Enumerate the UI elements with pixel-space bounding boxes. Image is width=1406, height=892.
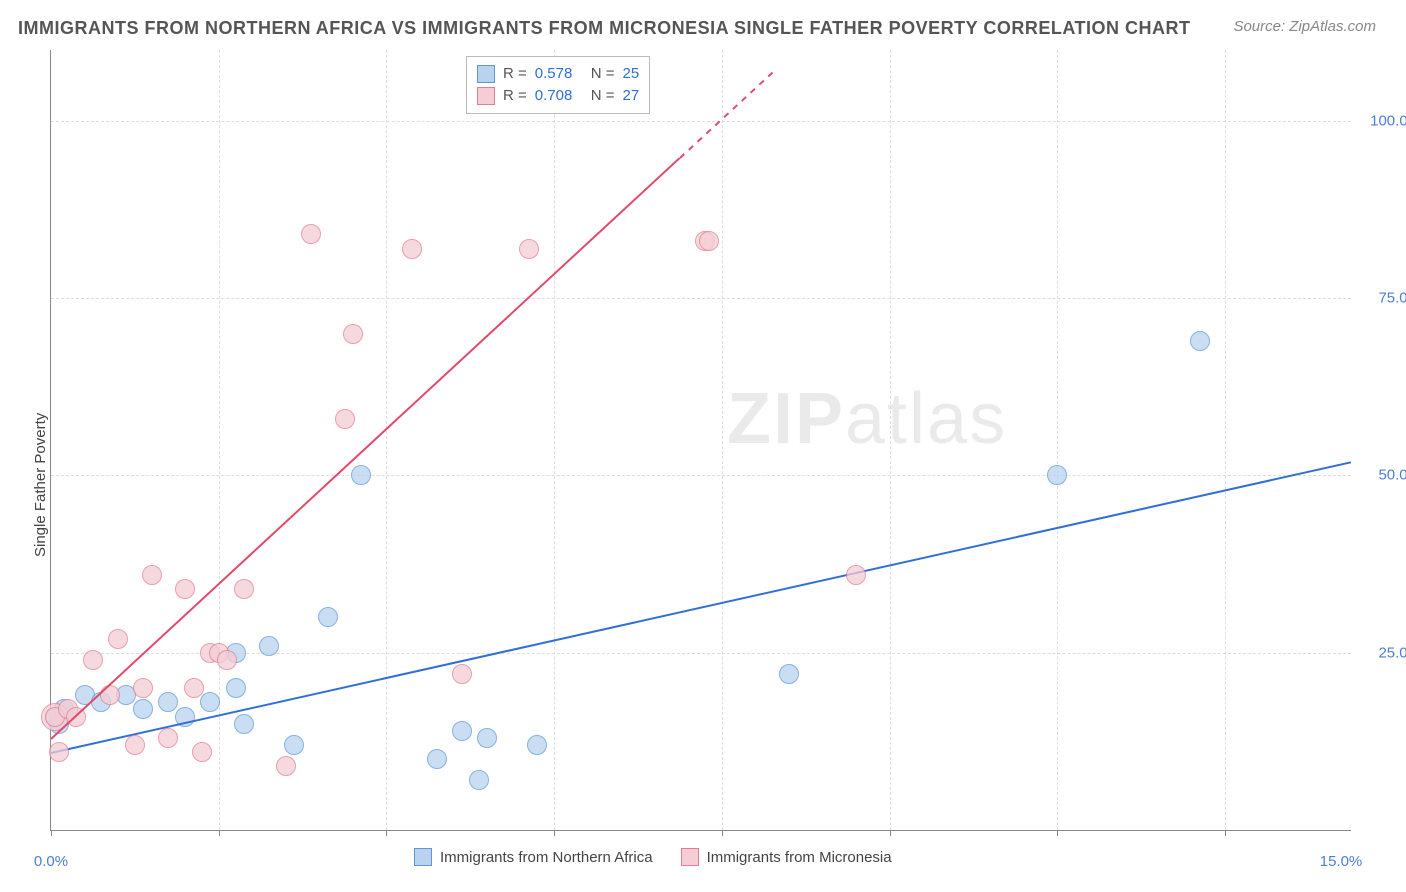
data-point-micronesia [234, 579, 254, 599]
data-point-northern_africa [477, 728, 497, 748]
data-point-northern_africa [284, 735, 304, 755]
series-legend: Immigrants from Northern Africa Immigrant… [414, 848, 892, 866]
data-point-micronesia [108, 629, 128, 649]
legend-r-label: R = [503, 63, 527, 85]
ytick-label: 50.0% [1361, 467, 1406, 484]
data-point-northern_africa [200, 692, 220, 712]
ytick-label: 75.0% [1361, 290, 1406, 307]
xtick-label-end: 15.0% [1320, 853, 1363, 870]
data-point-micronesia [519, 239, 539, 259]
xtick-mark [386, 830, 387, 836]
data-point-micronesia [276, 756, 296, 776]
data-point-northern_africa [427, 749, 447, 769]
data-point-micronesia [125, 735, 145, 755]
gridline-h [51, 653, 1351, 654]
data-point-northern_africa [259, 636, 279, 656]
gridline-v [722, 50, 723, 830]
data-point-micronesia [192, 742, 212, 762]
legend-swatch [681, 848, 699, 866]
legend-n-value: 25 [623, 63, 640, 85]
trend-line-northern_africa [51, 461, 1351, 754]
data-point-northern_africa [234, 714, 254, 734]
legend-n-value: 27 [623, 85, 640, 107]
data-point-micronesia [133, 678, 153, 698]
data-point-northern_africa [1047, 465, 1067, 485]
legend-series-label: Immigrants from Northern Africa [440, 849, 653, 866]
data-point-micronesia [343, 324, 363, 344]
ytick-label: 100.0% [1361, 112, 1406, 129]
data-point-micronesia [217, 650, 237, 670]
data-point-northern_africa [226, 678, 246, 698]
legend-n-label: N = [591, 63, 615, 85]
ytick-label: 25.0% [1361, 644, 1406, 661]
data-point-micronesia [83, 650, 103, 670]
watermark-atlas: atlas [845, 379, 1007, 459]
data-point-micronesia [402, 239, 422, 259]
data-point-northern_africa [133, 699, 153, 719]
gridline-h [51, 298, 1351, 299]
data-point-micronesia [158, 728, 178, 748]
legend-r-label: R = [503, 85, 527, 107]
data-point-micronesia [335, 409, 355, 429]
data-point-micronesia [846, 565, 866, 585]
data-point-micronesia [301, 224, 321, 244]
data-point-micronesia [452, 664, 472, 684]
xtick-mark [890, 830, 891, 836]
data-point-micronesia [699, 231, 719, 251]
data-point-northern_africa [469, 770, 489, 790]
xtick-mark [1057, 830, 1058, 836]
legend-swatch [477, 87, 495, 105]
data-point-micronesia [49, 742, 69, 762]
xtick-label-start: 0.0% [34, 853, 68, 870]
source-label: Source: ZipAtlas.com [1233, 18, 1376, 35]
xtick-mark [554, 830, 555, 836]
data-point-micronesia [142, 565, 162, 585]
legend-series-label: Immigrants from Micronesia [707, 849, 892, 866]
plot-area: ZIPatlas 25.0%50.0%75.0%100.0%0.0%15.0% [50, 50, 1351, 831]
legend-n-label: N = [591, 85, 615, 107]
watermark: ZIPatlas [727, 378, 1007, 460]
legend-swatch [414, 848, 432, 866]
gridline-h [51, 475, 1351, 476]
gridline-v [554, 50, 555, 830]
legend-r-value: 0.578 [535, 63, 583, 85]
gridline-v [386, 50, 387, 830]
gridline-v [1225, 50, 1226, 830]
data-point-northern_africa [527, 735, 547, 755]
watermark-zip: ZIP [727, 379, 845, 459]
xtick-mark [1225, 830, 1226, 836]
xtick-mark [722, 830, 723, 836]
data-point-northern_africa [452, 721, 472, 741]
gridline-v [219, 50, 220, 830]
xtick-mark [219, 830, 220, 836]
y-axis-label: Single Father Poverty [32, 413, 49, 557]
gridline-v [890, 50, 891, 830]
gridline-h [51, 121, 1351, 122]
legend-series-item: Immigrants from Micronesia [681, 848, 892, 866]
data-point-micronesia [184, 678, 204, 698]
data-point-northern_africa [158, 692, 178, 712]
legend-swatch [477, 65, 495, 83]
data-point-northern_africa [351, 465, 371, 485]
legend-series-item: Immigrants from Northern Africa [414, 848, 653, 866]
legend-stat-row: R = 0.578 N = 25 [477, 63, 639, 85]
xtick-mark [51, 830, 52, 836]
correlation-legend: R = 0.578 N = 25 R = 0.708 N = 27 [466, 56, 650, 114]
chart-title: IMMIGRANTS FROM NORTHERN AFRICA VS IMMIG… [18, 18, 1191, 39]
data-point-northern_africa [779, 664, 799, 684]
trend-line-micronesia [679, 72, 773, 159]
legend-r-value: 0.708 [535, 85, 583, 107]
data-point-micronesia [175, 579, 195, 599]
data-point-northern_africa [318, 607, 338, 627]
legend-stat-row: R = 0.708 N = 27 [477, 85, 639, 107]
data-point-northern_africa [1190, 331, 1210, 351]
gridline-v [1057, 50, 1058, 830]
